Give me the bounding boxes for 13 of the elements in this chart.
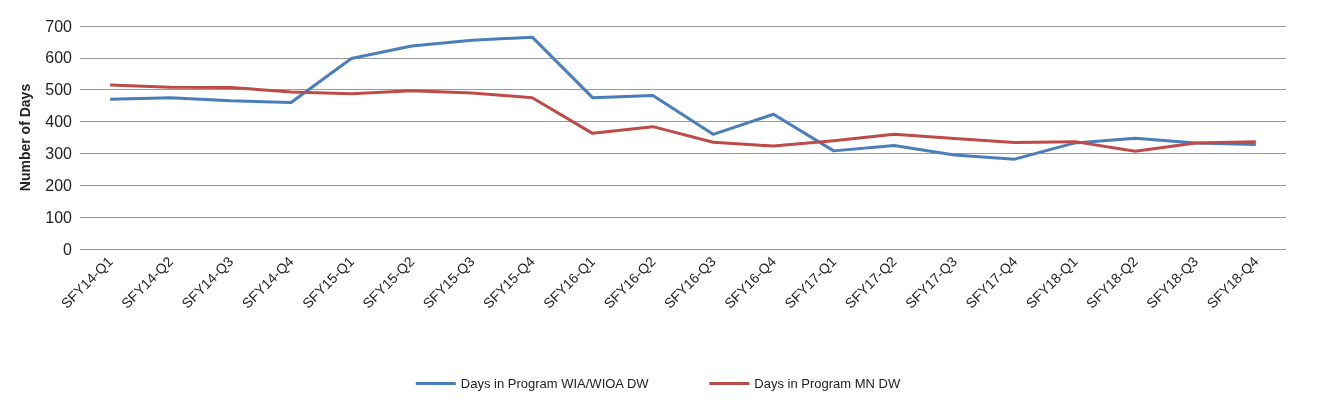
legend-label: Days in Program WIA/WIOA DW (460, 376, 650, 391)
y-tick-label: 400 (45, 113, 73, 131)
line-series (108, 83, 1258, 153)
y-tick-label: 500 (45, 81, 73, 99)
legend-label: Days in Program MN DW (754, 376, 901, 391)
y-axis-title: Number of Days (17, 83, 33, 192)
y-tick-label: 300 (45, 144, 73, 162)
y-tick-label: 600 (45, 49, 73, 67)
line-series (108, 35, 1258, 161)
y-tick-label: 700 (45, 17, 73, 35)
y-tick-label: 100 (45, 208, 73, 226)
y-tick-label: 0 (63, 240, 73, 258)
y-tick-label: 200 (45, 176, 73, 194)
